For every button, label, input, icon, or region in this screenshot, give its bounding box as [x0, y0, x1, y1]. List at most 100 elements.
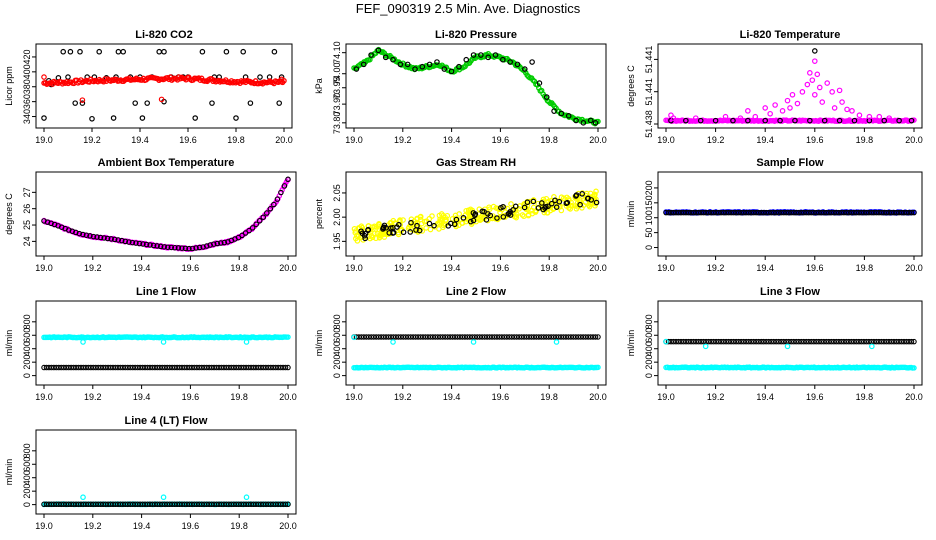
data-point: [408, 219, 414, 226]
data-point: [573, 117, 579, 124]
data-point: [807, 117, 813, 124]
data-point: [818, 209, 825, 216]
data-point: [115, 237, 122, 243]
data-point: [143, 241, 150, 248]
data-point: [856, 338, 862, 345]
data-point: [154, 243, 160, 249]
data-point: [723, 338, 729, 345]
data-point: [547, 207, 554, 214]
data-point: [467, 218, 474, 225]
x-tick-label: 19.4: [133, 263, 151, 273]
data-point: [783, 338, 789, 345]
data-point: [463, 56, 470, 63]
data-point: [557, 204, 563, 210]
data-point: [89, 115, 95, 122]
data-point: [267, 206, 274, 212]
data-point: [886, 115, 893, 121]
data-point: [700, 209, 707, 216]
data-point: [911, 365, 917, 371]
data-point: [693, 209, 699, 216]
data-point: [492, 52, 499, 58]
data-point: [811, 91, 818, 98]
data-point: [678, 338, 684, 345]
data-point: [896, 209, 902, 216]
data-point: [803, 209, 810, 216]
data-point: [798, 338, 805, 345]
data-point: [233, 115, 239, 121]
x-tick-label: 19.4: [443, 392, 461, 402]
data-point: [587, 117, 594, 124]
data-point: [813, 338, 820, 345]
chart-title: Sample Flow: [756, 157, 824, 169]
data-point: [844, 106, 850, 113]
data-point: [836, 338, 842, 345]
data-point: [400, 229, 407, 236]
series-cyan-outliers: [663, 338, 875, 350]
data-point: [730, 338, 737, 345]
data-point: [285, 501, 291, 508]
data-point: [427, 226, 434, 233]
data-point: [762, 117, 769, 124]
x-tick-label: 19.6: [182, 521, 200, 531]
data-point: [791, 338, 797, 345]
y-tick-label: 200: [22, 355, 32, 370]
y-axis-label: Licor ppm: [4, 66, 14, 106]
data-point: [80, 231, 86, 238]
data-point: [595, 334, 601, 340]
data-point: [264, 210, 270, 216]
x-tick-label: 19.2: [707, 263, 725, 273]
x-tick-label: 19.2: [83, 135, 101, 145]
data-point: [856, 112, 863, 119]
data-point: [668, 209, 674, 216]
data-point: [818, 338, 825, 345]
data-point: [595, 364, 601, 371]
data-point: [838, 338, 845, 345]
data-point: [858, 209, 865, 216]
chart-co2: Li-820 CO2 19.0 19.2 19.4 19.6 19.8 20.0 340360…: [4, 29, 293, 145]
data-point: [896, 338, 902, 345]
data-point: [390, 224, 396, 231]
data-point: [67, 48, 74, 55]
data-point: [368, 52, 374, 58]
data-point: [901, 209, 907, 216]
data-point: [97, 234, 104, 241]
data-point: [240, 48, 247, 55]
data-point: [675, 209, 682, 216]
x-tick-label: 19.8: [540, 392, 558, 402]
data-point: [863, 338, 870, 345]
data-point: [507, 59, 513, 65]
data-point: [552, 197, 558, 204]
data-point: [758, 209, 764, 216]
data-point: [878, 338, 885, 345]
data-point: [500, 214, 507, 220]
data-point: [821, 117, 828, 124]
data-point: [573, 205, 580, 212]
x-tick-label: 19.2: [84, 521, 102, 531]
data-point: [819, 99, 826, 105]
data-point: [472, 211, 479, 217]
data-point: [397, 61, 404, 68]
data-point: [798, 209, 805, 216]
series-cyan-outliers: [80, 339, 250, 345]
data-point: [836, 209, 842, 216]
data-point: [718, 209, 724, 216]
y-tick-label: 73.95: [332, 76, 342, 99]
data-point: [470, 217, 477, 224]
x-tick-label: 19.4: [443, 135, 461, 145]
data-point: [728, 338, 734, 345]
data-point: [276, 100, 283, 106]
data-point: [529, 59, 535, 65]
data-point: [680, 338, 687, 345]
x-tick-label: 19.8: [227, 135, 245, 145]
series-black: [41, 176, 291, 252]
data-point: [573, 192, 580, 198]
x-tick-label: 19.4: [133, 392, 151, 402]
data-point: [908, 209, 915, 216]
data-point: [274, 196, 281, 202]
data-point: [670, 115, 677, 121]
data-point: [243, 339, 250, 345]
data-point: [579, 191, 585, 197]
data-point: [773, 338, 779, 345]
data-point: [720, 338, 727, 345]
